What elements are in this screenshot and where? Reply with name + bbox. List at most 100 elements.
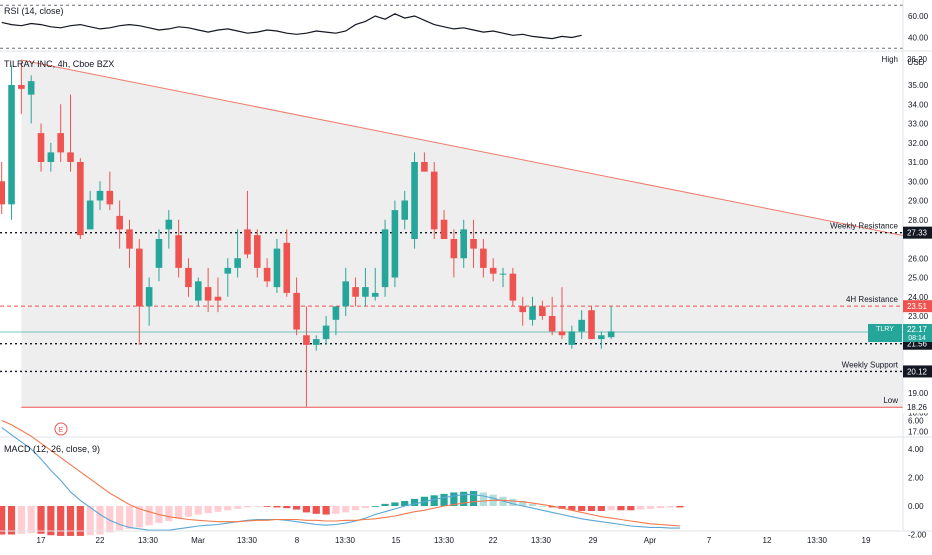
macd-hist-bar — [617, 506, 625, 511]
macd-hist-bar — [460, 491, 468, 506]
macd-hist-bar — [47, 506, 55, 536]
candle-body — [195, 281, 202, 301]
macd-hist-bar — [578, 506, 586, 511]
macd-hist-bar — [381, 503, 389, 506]
macd-hist-bar — [479, 492, 487, 506]
macd-hist-bar — [528, 503, 537, 506]
candle-body — [67, 152, 74, 162]
price-tick-label: 23.00 — [908, 312, 929, 321]
time-tick-label: 17 — [37, 536, 46, 545]
candle-body — [165, 219, 173, 230]
candle-body — [126, 229, 133, 249]
candle-body — [106, 190, 114, 205]
time-tick-label: 19 — [862, 536, 871, 545]
macd-tick-label: 6.00 — [908, 417, 924, 426]
macd-hist-bar — [263, 506, 271, 507]
time-tick-label: 7 — [707, 536, 712, 545]
rsi-tick-label: 40.00 — [908, 34, 929, 43]
macd-hist-bar — [86, 506, 94, 536]
candle-body — [460, 229, 468, 259]
macd-hist-bar — [253, 506, 261, 507]
price-tick-label: 19.00 — [908, 389, 929, 398]
macd-hist-bar — [401, 501, 409, 506]
macd-hist-bar — [145, 506, 153, 526]
price-tick-label: 26.00 — [908, 254, 929, 263]
candle-body — [244, 229, 251, 255]
macd-hist-bar — [627, 506, 635, 511]
rsi-pane[interactable]: RSI (14, close) 60.00 40.00 — [0, 4, 929, 49]
macd-hist-bar — [646, 506, 655, 509]
price-scale[interactable]: 35.00 34.00 33.00 32.00 31.00 30.00 29.00 28.00… — [868, 0, 932, 540]
earnings-marker-label: E — [59, 427, 64, 434]
level-name: Low — [883, 396, 898, 405]
macd-hist-bar — [214, 506, 222, 512]
macd-hist-bar — [607, 506, 615, 511]
macd-line — [1, 427, 680, 531]
candle-body — [607, 331, 615, 338]
candle-body — [77, 162, 84, 236]
time-tick-label: 13:30 — [531, 536, 552, 545]
level-name: Weekly Support — [842, 360, 899, 369]
level-badge-label: 18.26 — [907, 403, 928, 412]
last-price-value: 22.17 — [907, 325, 928, 334]
time-tick-label: 22 — [489, 536, 498, 545]
level-badges: 27.33 23.51 21.56 20.12 18.26 High 36.20 TLRY 22… — [868, 55, 932, 414]
macd-hist-bar — [587, 506, 596, 511]
macd-tick-label: 0.00 — [908, 502, 924, 511]
rsi-line — [1, 13, 582, 40]
candle-body — [421, 162, 428, 172]
macd-hist-bar — [243, 506, 252, 508]
descending-trendline[interactable] — [21, 59, 904, 237]
macd-hist-bar — [135, 506, 143, 528]
macd-hist-bar — [37, 506, 45, 534]
macd-hist-bar — [17, 506, 25, 534]
earnings-marker[interactable] — [54, 422, 68, 436]
macd-hist-bar — [322, 506, 330, 515]
macd-hist-bar — [194, 506, 202, 515]
candle-body — [450, 239, 458, 259]
macd-hist-bar — [509, 498, 517, 506]
candle-body — [96, 190, 104, 201]
last-price-badge — [903, 323, 932, 342]
candle-body — [8, 85, 15, 205]
macd-hist-bar — [656, 506, 664, 509]
price-tick-label: 30.00 — [908, 177, 929, 186]
signal-line — [1, 419, 681, 527]
level-badge — [903, 300, 932, 313]
macd-pane[interactable]: MACD (12, 26, close, 9) — [0, 419, 684, 536]
candle-body — [578, 319, 585, 332]
level-badge — [903, 365, 932, 378]
rsi-band — [0, 5, 903, 49]
candle-body — [273, 248, 281, 288]
candle-body — [371, 292, 379, 297]
macd-hist-bar — [224, 506, 232, 511]
price-tick-label: 29.00 — [908, 197, 929, 206]
macd-hist-bar — [440, 493, 448, 506]
time-tick-label: 12 — [763, 536, 772, 545]
macd-hist-bar — [175, 506, 183, 519]
macd-hist-bar — [332, 506, 340, 514]
candle-body — [18, 85, 25, 89]
time-tick-label: Mar — [191, 536, 205, 545]
macd-hist-bar — [410, 498, 419, 506]
time-tick-label: 8 — [295, 536, 300, 545]
price-tick-label: 25.00 — [908, 274, 929, 283]
candle-body — [116, 215, 123, 230]
candle-body — [175, 235, 182, 268]
candle-body — [499, 273, 507, 275]
candle-body — [57, 133, 64, 153]
candle-body — [489, 267, 497, 274]
level-badge-label: 21.56 — [907, 340, 928, 349]
currency-label: USD — [908, 58, 925, 67]
price-tick-label: 33.00 — [908, 120, 929, 129]
candles-layer — [0, 61, 615, 407]
price-tick-label: 28.00 — [908, 216, 929, 225]
level-badge-label: 27.33 — [907, 229, 928, 238]
time-axis[interactable]: 17 22 13:30 Mar 13:30 8 13:30 15 13:30 22 13:30 29 A… — [0, 530, 932, 545]
macd-hist-bar — [116, 506, 124, 531]
macd-hist-bar — [66, 506, 75, 536]
macd-tick-label: 4.00 — [908, 445, 924, 454]
candle-body — [136, 248, 143, 307]
